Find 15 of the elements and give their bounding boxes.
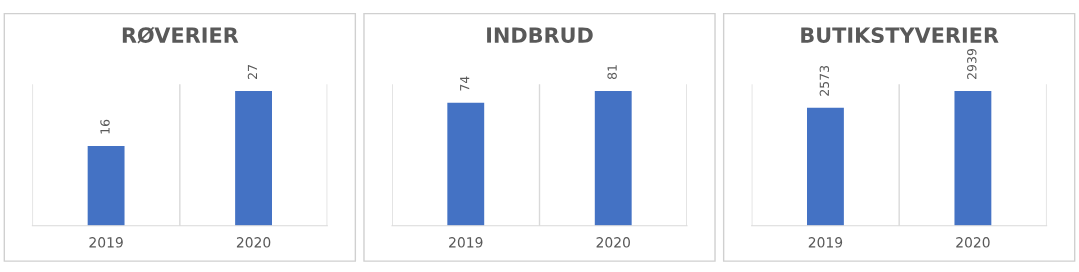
x-tick-label: 2020 bbox=[596, 237, 630, 248]
data-label: 16 bbox=[100, 119, 110, 134]
chart-title: INDBRUD bbox=[487, 27, 593, 43]
x-tick-label: 2019 bbox=[449, 237, 483, 248]
x-tick-label: 2020 bbox=[956, 237, 990, 248]
x-tick-label: 2019 bbox=[89, 237, 123, 248]
data-label: 27 bbox=[247, 65, 258, 80]
x-tick-label: 2019 bbox=[808, 237, 843, 248]
x-tick-label: 2020 bbox=[236, 237, 271, 248]
chart-title: BUTIKSTYVERIER bbox=[801, 27, 999, 43]
data-label: 2573 bbox=[819, 65, 830, 96]
chart-title: RØVERIER bbox=[122, 26, 239, 44]
data-label: 2939 bbox=[967, 49, 977, 80]
data-label: 81 bbox=[607, 65, 617, 80]
data-label: 74 bbox=[460, 76, 470, 91]
